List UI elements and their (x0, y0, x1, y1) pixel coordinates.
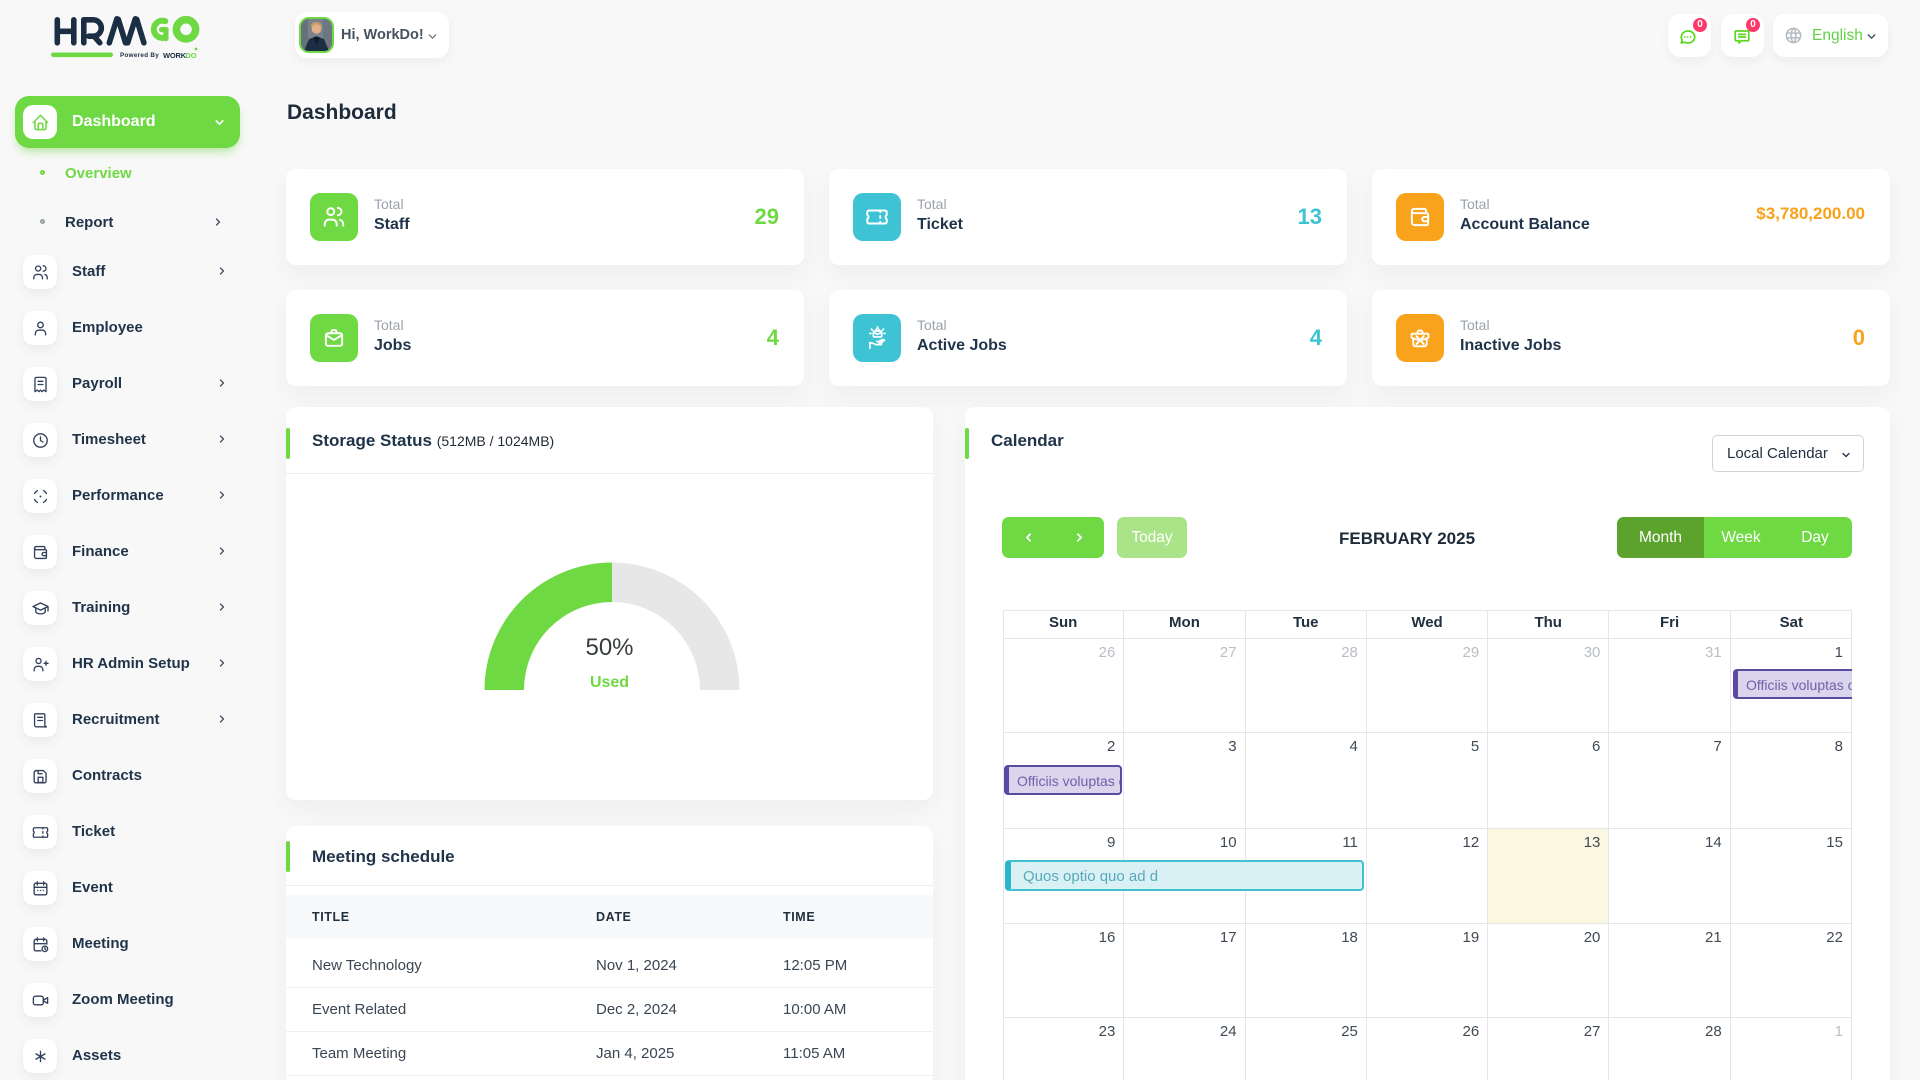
svg-text:WORK: WORK (163, 51, 187, 60)
svg-text:Powered By: Powered By (120, 52, 159, 59)
svg-text:DO: DO (186, 51, 197, 60)
